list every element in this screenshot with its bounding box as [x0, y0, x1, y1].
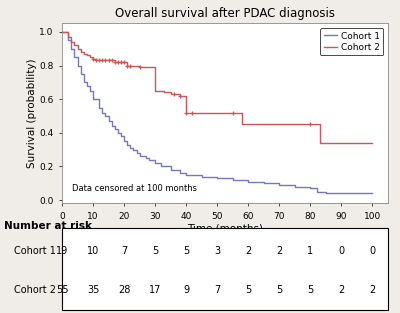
FancyBboxPatch shape [62, 228, 388, 310]
Text: 10: 10 [87, 246, 99, 256]
Text: Data censored at 100 months: Data censored at 100 months [72, 184, 197, 192]
Text: 7: 7 [214, 285, 220, 295]
Text: 5: 5 [183, 246, 189, 256]
Text: 28: 28 [118, 285, 130, 295]
Text: 3: 3 [214, 246, 220, 256]
Y-axis label: Survival (probability): Survival (probability) [26, 59, 36, 168]
Text: 5: 5 [276, 285, 282, 295]
Title: Overall survival after PDAC diagnosis: Overall survival after PDAC diagnosis [115, 7, 335, 19]
Text: 7: 7 [121, 246, 127, 256]
Text: 2: 2 [245, 246, 252, 256]
Text: Cohort 1: Cohort 1 [14, 246, 56, 256]
Text: 0: 0 [370, 246, 376, 256]
Text: Number at risk: Number at risk [4, 221, 92, 231]
Text: 19: 19 [56, 246, 68, 256]
Text: 5: 5 [307, 285, 314, 295]
Text: 2: 2 [338, 285, 344, 295]
Text: 55: 55 [56, 285, 68, 295]
Legend: Cohort 1, Cohort 2: Cohort 1, Cohort 2 [320, 28, 384, 55]
Text: 1: 1 [307, 246, 314, 256]
Text: 0: 0 [338, 246, 344, 256]
Text: 5: 5 [152, 246, 158, 256]
X-axis label: Time (months): Time (months) [187, 223, 263, 233]
Text: 9: 9 [183, 285, 189, 295]
Text: 17: 17 [149, 285, 161, 295]
Text: 5: 5 [245, 285, 252, 295]
Text: 2: 2 [369, 285, 376, 295]
Text: 35: 35 [87, 285, 99, 295]
Text: Cohort 2: Cohort 2 [14, 285, 56, 295]
Text: 2: 2 [276, 246, 282, 256]
